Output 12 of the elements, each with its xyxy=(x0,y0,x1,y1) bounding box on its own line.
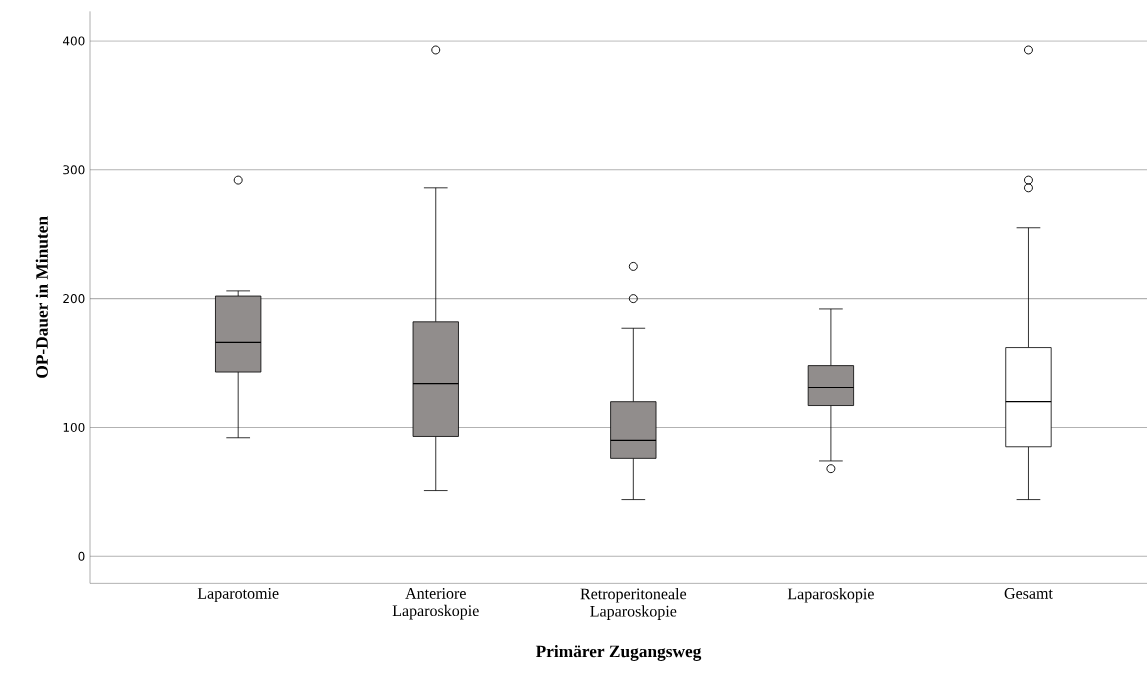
y-tick-label: 400 xyxy=(62,36,85,46)
x-tick-label: Retroperitoneale Laparoskopie xyxy=(580,587,687,620)
y-tick-label: 0 xyxy=(78,551,85,561)
y-tick-label: 100 xyxy=(63,422,85,432)
y-axis-title: OP-Dauer in Minuten xyxy=(35,216,48,378)
y-tick-label: 300 xyxy=(63,165,85,175)
x-tick-label: Laparoskopie xyxy=(787,587,874,603)
x-axis-title: Primärer Zugangsweg xyxy=(535,644,702,661)
x-tick-label: Laparotomie xyxy=(197,587,279,602)
x-tick-label: Anteriore Laparoskopie xyxy=(392,587,479,620)
x-tick-label: Gesamt xyxy=(1004,587,1053,599)
y-tick-label: 200 xyxy=(63,293,85,303)
